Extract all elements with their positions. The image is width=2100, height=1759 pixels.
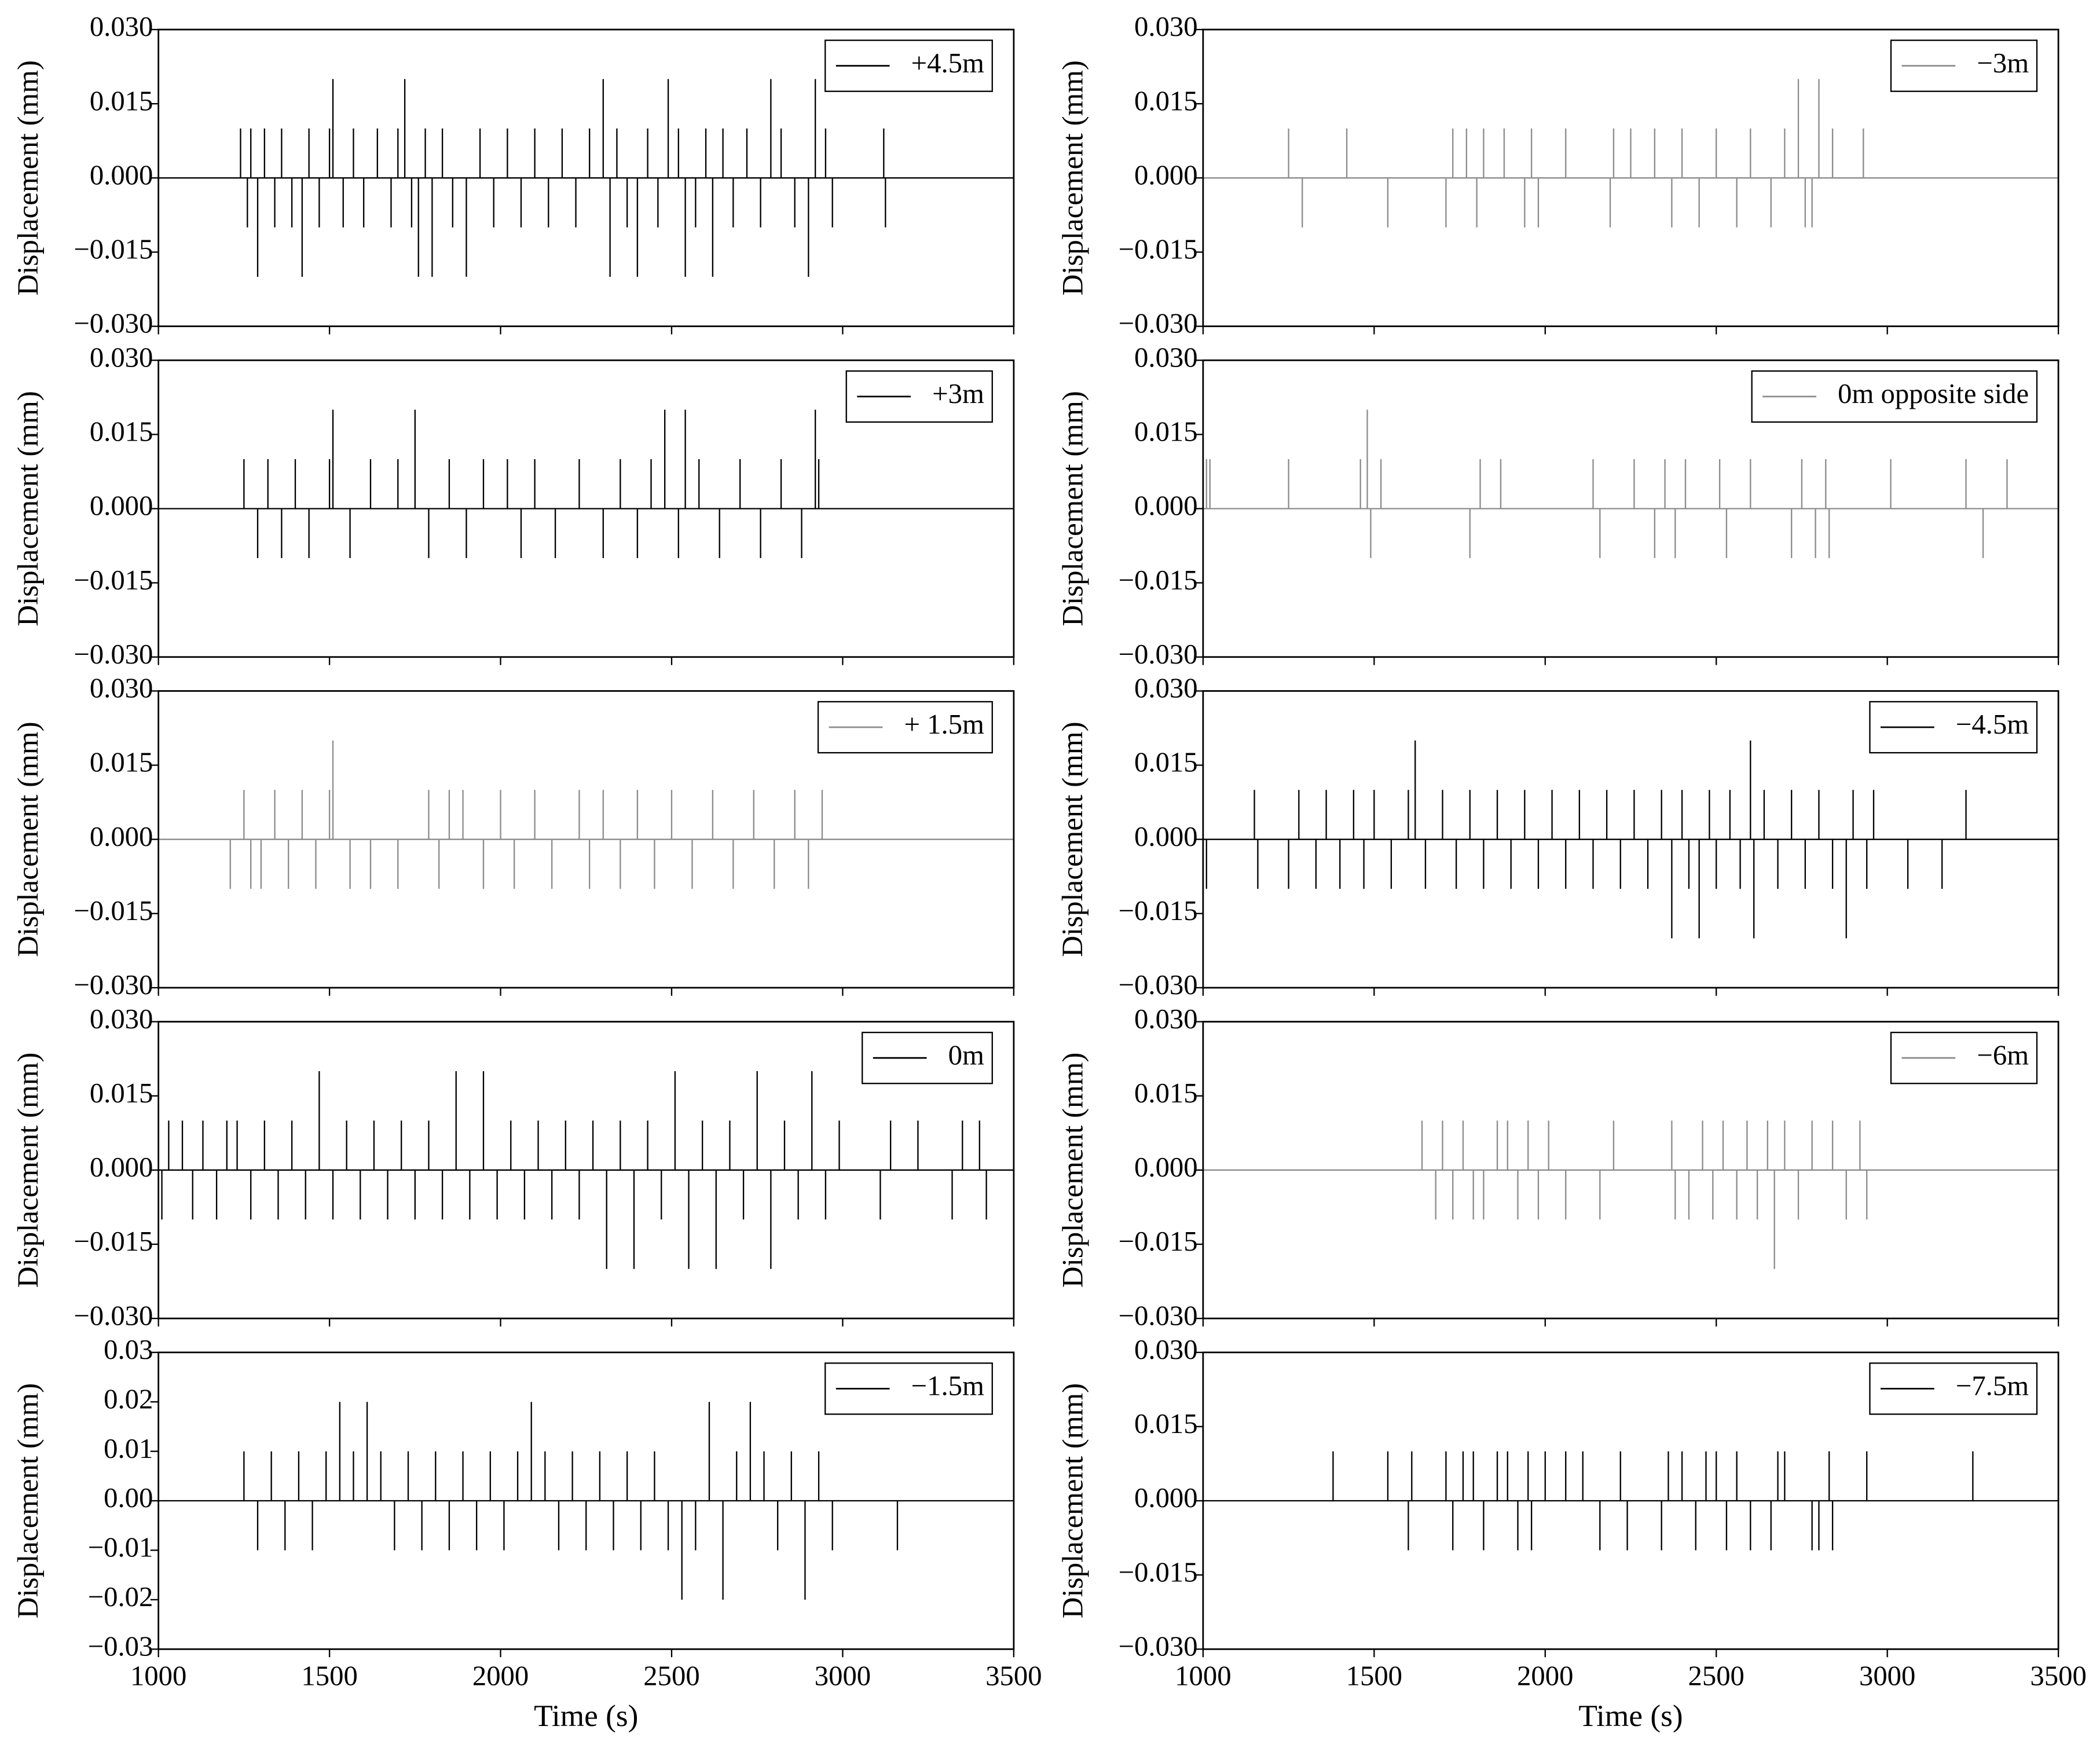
y-axis-label: Displacement (mm) — [1057, 60, 1089, 295]
y-axis-label: Displacement (mm) — [1057, 721, 1089, 957]
x-tick-label: 2000 — [1517, 1660, 1573, 1691]
x-tick-label: 3500 — [2030, 1660, 2086, 1691]
legend-box — [1890, 1031, 2038, 1084]
legend: + 1.5m — [817, 701, 993, 754]
x-tick-label: 1000 — [130, 1660, 186, 1691]
y-tick-label: −0.015 — [74, 565, 153, 596]
x-axis-label: Time (s) — [1578, 1698, 1683, 1733]
x-tick-label: 3000 — [1859, 1660, 1915, 1691]
x-tick-label: 3500 — [985, 1660, 1042, 1691]
y-tick-label: 0.030 — [1134, 11, 1198, 42]
y-tick-label: −0.03 — [88, 1630, 153, 1662]
legend-label: −4.5m — [1956, 709, 2029, 740]
y-tick-label: 0.015 — [90, 416, 153, 448]
y-tick-label: −0.02 — [88, 1581, 153, 1613]
y-tick-label: −0.015 — [74, 895, 153, 926]
y-tick-label: 0.015 — [1134, 747, 1198, 778]
y-tick-label: −0.015 — [1119, 565, 1198, 596]
y-tick-label: −0.015 — [1119, 1226, 1198, 1257]
legend-label: −6m — [1977, 1039, 2029, 1071]
y-axis-label: Displacement (mm) — [12, 391, 45, 626]
y-axis-label: Displacement (mm) — [1057, 391, 1089, 626]
x-tick-label: 1500 — [1346, 1660, 1402, 1691]
y-tick-label: −0.015 — [74, 1226, 153, 1257]
legend-label: −3m — [1977, 47, 2029, 79]
y-tick-label: 0.01 — [104, 1433, 153, 1464]
y-tick-label: 0.000 — [1134, 821, 1198, 852]
legend-label: 0m opposite side — [1838, 378, 2029, 409]
y-axis-label: Displacement (mm) — [1057, 1053, 1089, 1288]
y-tick-label: 0.030 — [90, 673, 153, 704]
y-axis-label: Displacement (mm) — [12, 60, 45, 295]
x-axis-label: Time (s) — [534, 1698, 638, 1733]
y-tick-label: 0.000 — [1134, 159, 1198, 190]
y-tick-label: −0.015 — [1119, 1556, 1198, 1588]
legend: −4.5m — [1869, 701, 2038, 754]
y-tick-label: 0.000 — [90, 159, 153, 190]
y-tick-label: 0.000 — [1134, 1482, 1198, 1514]
y-tick-label: −0.030 — [1119, 308, 1198, 339]
x-tick-label: 2500 — [1688, 1660, 1744, 1691]
legend: 0m opposite side — [1751, 370, 2038, 423]
legend: −6m — [1890, 1031, 2038, 1084]
y-tick-label: −0.015 — [1119, 234, 1198, 265]
y-tick-label: 0.000 — [1134, 490, 1198, 522]
y-tick-label: −0.030 — [1119, 639, 1198, 670]
y-tick-label: 0.030 — [90, 11, 153, 42]
y-axis-label: Displacement (mm) — [12, 1383, 45, 1618]
y-tick-label: −0.030 — [1119, 1630, 1198, 1662]
legend-label: +3m — [932, 378, 984, 409]
y-tick-label: −0.015 — [74, 234, 153, 265]
y-tick-label: 0.000 — [90, 490, 153, 522]
legend: −1.5m — [824, 1362, 993, 1415]
y-tick-label: −0.015 — [1119, 895, 1198, 926]
y-tick-label: −0.030 — [1119, 1300, 1198, 1331]
legend-label: +4.5m — [911, 47, 984, 79]
x-tick-label: 1000 — [1175, 1660, 1231, 1691]
y-tick-label: 0.030 — [1134, 1334, 1198, 1365]
legend: 0m — [862, 1031, 993, 1084]
legend: −3m — [1890, 39, 2038, 92]
y-tick-label: 0.02 — [104, 1383, 153, 1414]
y-tick-label: −0.030 — [74, 308, 153, 339]
y-tick-label: −0.01 — [88, 1532, 153, 1563]
y-tick-label: 0.030 — [1134, 342, 1198, 373]
y-tick-label: −0.030 — [74, 1300, 153, 1331]
y-tick-label: 0.015 — [90, 85, 153, 116]
y-tick-label: 0.015 — [90, 1078, 153, 1109]
legend: +3m — [845, 370, 993, 423]
x-tick-label: 1500 — [301, 1660, 357, 1691]
y-tick-label: 0.000 — [90, 821, 153, 852]
y-axis-label: Displacement (mm) — [1057, 1383, 1089, 1618]
y-tick-label: 0.015 — [90, 747, 153, 778]
x-tick-label: 2000 — [472, 1660, 529, 1691]
y-tick-label: 0.03 — [104, 1334, 153, 1365]
y-tick-label: 0.00 — [104, 1482, 153, 1514]
y-tick-label: 0.015 — [1134, 1408, 1198, 1439]
y-tick-label: 0.030 — [1134, 1003, 1198, 1035]
y-tick-label: 0.015 — [1134, 416, 1198, 448]
legend-label: −7.5m — [1956, 1370, 2029, 1402]
legend-label: 0m — [948, 1039, 984, 1071]
y-tick-label: 0.015 — [1134, 85, 1198, 116]
x-tick-label: 2500 — [643, 1660, 699, 1691]
y-tick-label: −0.030 — [1119, 969, 1198, 1001]
y-tick-label: 0.030 — [1134, 673, 1198, 704]
y-axis-label: Displacement (mm) — [12, 1053, 45, 1288]
y-tick-label: −0.030 — [74, 969, 153, 1001]
y-tick-label: 0.015 — [1134, 1078, 1198, 1109]
y-tick-label: 0.000 — [1134, 1152, 1198, 1183]
y-axis-label: Displacement (mm) — [12, 721, 45, 957]
y-tick-label: 0.030 — [90, 1003, 153, 1035]
y-tick-label: 0.000 — [90, 1152, 153, 1183]
legend-label: + 1.5m — [904, 709, 984, 740]
x-tick-label: 3000 — [815, 1660, 871, 1691]
y-tick-label: −0.030 — [74, 639, 153, 670]
legend: +4.5m — [824, 39, 993, 92]
legend-label: −1.5m — [911, 1370, 984, 1402]
y-tick-label: 0.030 — [90, 342, 153, 373]
legend: −7.5m — [1869, 1362, 2038, 1415]
